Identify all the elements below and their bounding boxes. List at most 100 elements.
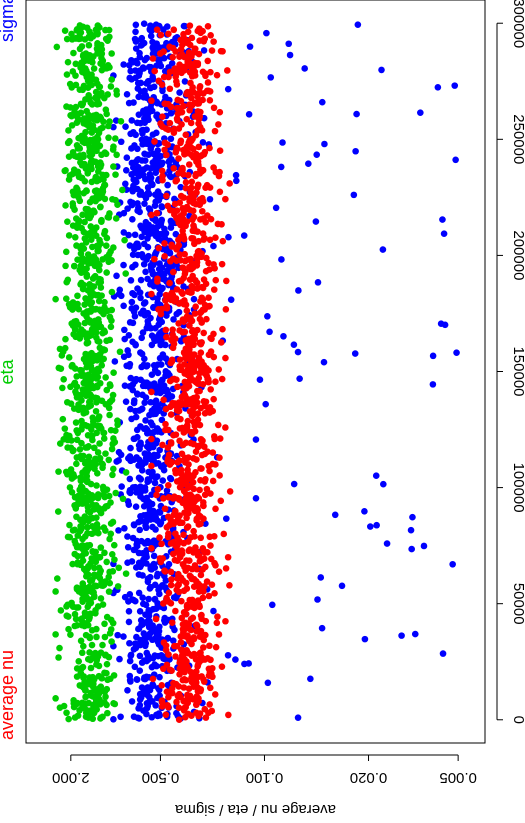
data-point (196, 557, 204, 565)
data-point (185, 139, 192, 147)
data-point (75, 219, 82, 227)
data-point (198, 611, 205, 619)
data-point (73, 460, 80, 468)
data-point (132, 261, 139, 269)
data-point (168, 576, 175, 583)
data-point (161, 567, 168, 575)
data-point (102, 374, 109, 381)
data-point (134, 207, 141, 215)
data-point (121, 326, 128, 334)
data-point (181, 704, 188, 712)
data-point (64, 218, 71, 225)
data-point (143, 634, 151, 641)
data-point (85, 571, 92, 579)
data-point (88, 299, 96, 306)
data-point (84, 169, 92, 177)
data-point (73, 700, 80, 708)
data-point (102, 26, 109, 34)
data-point (125, 455, 132, 462)
series-label: sigma (0, 0, 17, 42)
data-point-outlier (453, 349, 460, 356)
data-point (160, 617, 168, 624)
data-point (67, 104, 74, 111)
data-point (95, 83, 103, 91)
data-point (109, 518, 117, 526)
data-point (74, 552, 81, 560)
data-point (149, 181, 156, 189)
data-point (129, 216, 136, 223)
data-point (77, 281, 84, 288)
data-point (56, 345, 64, 353)
data-point (77, 391, 85, 399)
data-point (182, 495, 190, 502)
data-point (65, 625, 72, 633)
data-point (80, 119, 88, 127)
data-point (175, 320, 182, 327)
data-point (86, 136, 94, 144)
data-point (157, 463, 165, 470)
data-point (88, 349, 95, 357)
data-point (160, 494, 167, 502)
data-point (162, 711, 170, 719)
data-point (71, 234, 79, 241)
data-point (181, 78, 189, 85)
data-point (149, 159, 157, 166)
data-point (170, 26, 178, 34)
data-point-outlier (295, 287, 302, 294)
data-point (193, 259, 201, 266)
data-point-outlier (314, 279, 322, 286)
data-point (180, 587, 188, 595)
data-point (112, 196, 119, 204)
data-point (80, 151, 87, 159)
data-point (191, 562, 199, 569)
data-point (62, 202, 69, 209)
data-point (164, 481, 172, 489)
data-point (95, 413, 103, 420)
data-point (170, 316, 177, 323)
x-axis: 0 50000 100000 150000 200000 250000 300000 (496, 0, 525, 724)
data-point (81, 319, 89, 327)
data-point (52, 631, 59, 638)
data-point (128, 117, 136, 124)
data-point (144, 578, 152, 586)
data-point (132, 67, 139, 74)
data-point-outlier (227, 296, 235, 303)
data-point (156, 555, 164, 562)
data-point (125, 231, 132, 239)
data-point (190, 145, 197, 153)
data-point (133, 488, 141, 496)
data-point (196, 113, 204, 120)
data-point (82, 444, 90, 451)
data-point (52, 588, 59, 595)
data-point (93, 422, 101, 429)
data-point (212, 234, 219, 242)
data-point (149, 224, 157, 231)
data-point (110, 435, 117, 442)
data-point (139, 130, 146, 137)
data-point (164, 181, 171, 189)
data-point (179, 170, 187, 178)
data-point (199, 545, 207, 552)
data-point (156, 50, 164, 57)
data-point (69, 527, 77, 534)
data-point (155, 330, 163, 338)
y-axis-label: average nu / eta / sigma (174, 801, 336, 818)
data-point (176, 425, 184, 432)
data-point (93, 633, 100, 641)
data-point (169, 344, 177, 352)
data-point (127, 277, 135, 284)
data-point (190, 295, 198, 303)
data-point (88, 157, 96, 164)
data-point (195, 521, 203, 528)
data-point (91, 444, 98, 452)
data-point (80, 583, 88, 591)
data-point (178, 121, 185, 128)
data-point (212, 461, 219, 468)
data-point-outlier (314, 596, 321, 603)
data-point-outlier (352, 147, 359, 155)
data-point (184, 466, 191, 474)
data-point (132, 45, 140, 52)
data-point (134, 167, 142, 175)
data-point (167, 581, 175, 589)
data-point (187, 439, 194, 447)
